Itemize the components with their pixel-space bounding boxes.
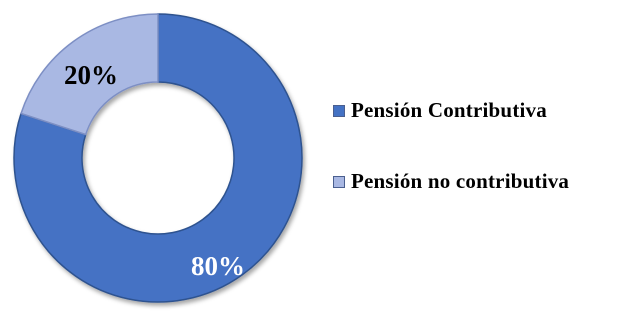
- legend-label: Pensión no contributiva: [351, 169, 570, 193]
- donut-slice-pension-contributiva: [13, 13, 303, 303]
- legend-label: Pensión Contributiva: [351, 98, 547, 122]
- legend-swatch-icon: [333, 175, 345, 188]
- legend-item-pension-contributiva: Pensión Contributiva: [333, 98, 569, 123]
- legend-item-pension-no-contributiva: Pensión no contributiva: [333, 169, 569, 194]
- data-label-pension-no-contributiva: 20%: [64, 60, 118, 90]
- donut-slice-pension-no-contributiva: [20, 13, 159, 136]
- legend: Pensión Contributiva Pensión no contribu…: [333, 98, 569, 194]
- donut-chart: 80% 20%: [13, 13, 303, 303]
- legend-swatch-icon: [333, 104, 345, 117]
- data-label-pension-contributiva: 80%: [191, 251, 245, 281]
